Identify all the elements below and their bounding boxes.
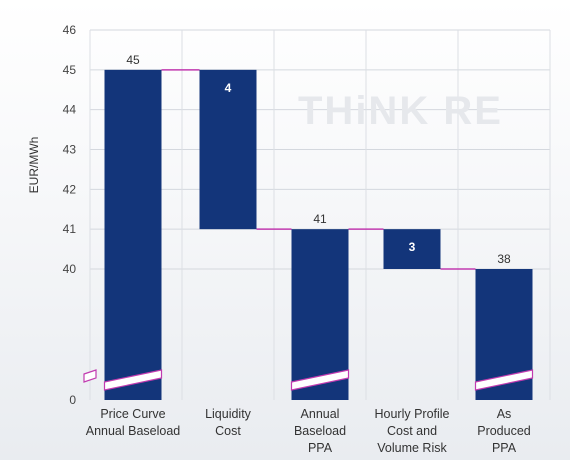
y-axis-break-mark	[83, 369, 97, 383]
category-label: As Produced PPA	[477, 407, 531, 455]
y-tick-label: 40	[63, 262, 77, 276]
y-tick-label: 0	[69, 393, 76, 407]
bar-0	[104, 69, 162, 400]
y-tick-label: 45	[63, 63, 77, 77]
y-axis-label: EUR/MWh	[27, 137, 41, 194]
data-labels: 45 4 41 3 38	[126, 53, 511, 266]
bar-1	[199, 69, 257, 230]
y-tick-label: 44	[63, 103, 77, 117]
y-tick-label: 41	[63, 222, 77, 236]
data-label: 3	[409, 240, 416, 254]
data-label: 4	[225, 81, 232, 95]
data-label: 41	[313, 212, 327, 226]
axis-break-marks	[83, 369, 534, 391]
watermark: THiNK RE	[298, 89, 503, 133]
category-label: Price Curve Annual Baseload	[86, 407, 181, 438]
axis-break-band	[474, 369, 534, 391]
data-label: 45	[126, 53, 140, 67]
axis-break-band	[103, 369, 163, 391]
data-label: 38	[497, 252, 511, 266]
category-label: Liquidity Cost	[205, 407, 252, 438]
connector-lines	[161, 69, 476, 270]
bar-3	[383, 229, 441, 269]
category-label: Hourly Profile Cost and Volume Risk	[374, 407, 449, 455]
y-tick-label: 42	[63, 182, 77, 196]
axis-break-band	[290, 369, 350, 391]
x-axis-categories: Price Curve Annual Baseload Liquidity Cost A…	[86, 407, 531, 455]
y-tick-label: 43	[63, 143, 77, 157]
y-tick-label: 46	[63, 23, 77, 37]
category-label: Annual Baseload PPA	[294, 407, 346, 455]
y-axis-ticks: 0 40 41 42 43 44 45 46	[63, 23, 77, 407]
